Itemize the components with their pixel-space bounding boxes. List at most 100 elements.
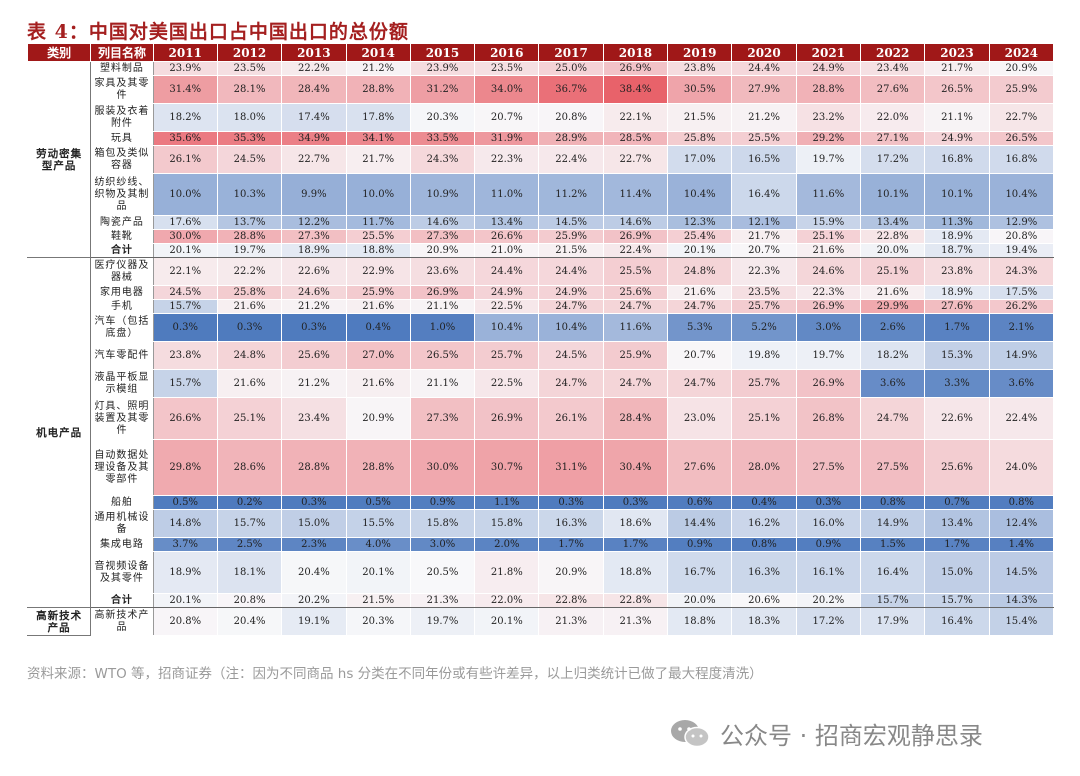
value-cell: 9.9% [281, 173, 347, 216]
value-cell: 24.7% [667, 369, 733, 398]
value-cell: 20.0% [667, 593, 733, 608]
value-cell: 17.6% [152, 215, 218, 230]
value-cell: 27.9% [731, 75, 797, 104]
value-cell: 25.5% [345, 229, 411, 244]
category-cell: 机电产品 [26, 257, 92, 608]
watermark: 公众号 · 招商宏观静思录 [668, 716, 983, 751]
value-cell: 23.2% [795, 103, 862, 132]
value-cell: 24.0% [988, 439, 1055, 496]
value-cell: 0.2% [216, 495, 283, 510]
value-cell: 23.6% [409, 257, 476, 286]
value-cell: 10.4% [988, 173, 1055, 216]
value-cell: 21.5% [538, 243, 604, 258]
value-cell: 25.1% [860, 257, 926, 286]
value-cell: 25.9% [538, 229, 604, 244]
value-cell: 22.0% [474, 593, 540, 608]
value-cell: 15.7% [152, 369, 218, 398]
value-cell: 23.0% [667, 397, 733, 440]
value-cell: 27.0% [345, 341, 411, 370]
value-cell: 24.5% [216, 145, 283, 174]
value-cell: 24.7% [602, 299, 669, 314]
table-row: 手机 15.7% 21.6% 21.2% 21.6% 21.1% 22.5% 24.7% 24.… [28, 299, 1055, 314]
value-cell: 22.7% [281, 145, 347, 174]
value-cell: 21.6% [667, 285, 733, 300]
value-cell: 23.4% [281, 397, 347, 440]
value-cell: 21.3% [538, 607, 604, 636]
value-cell: 24.6% [795, 257, 862, 286]
value-cell: 22.4% [602, 243, 669, 258]
value-cell: 19.8% [731, 341, 797, 370]
value-cell: 14.8% [152, 509, 218, 538]
value-cell: 28.8% [216, 229, 283, 244]
value-cell: 21.5% [667, 103, 733, 132]
header-year-2011: 2011 [152, 43, 218, 62]
value-cell: 28.8% [795, 75, 862, 104]
value-cell: 2.3% [281, 537, 347, 552]
table-row: 鞋靴 30.0% 28.8% 27.3% 25.5% 27.3% 26.6% 25.9% 26.… [28, 229, 1055, 244]
header-year-2024: 2024 [988, 43, 1055, 62]
value-cell: 0.3% [281, 495, 347, 510]
value-cell: 34.0% [474, 75, 540, 104]
value-cell: 1.7% [924, 313, 990, 342]
value-cell: 0.4% [731, 495, 797, 510]
value-cell: 0.4% [345, 313, 411, 342]
value-cell: 21.3% [602, 607, 669, 636]
value-cell: 22.2% [281, 61, 347, 76]
value-cell: 5.2% [731, 313, 797, 342]
value-cell: 23.4% [860, 61, 926, 76]
value-cell: 16.8% [924, 145, 990, 174]
value-cell: 16.4% [731, 173, 797, 216]
item-label: 灯具、照明装置及其零件 [90, 397, 154, 440]
value-cell: 15.7% [924, 593, 990, 608]
value-cell: 25.1% [795, 229, 862, 244]
value-cell: 20.1% [152, 243, 218, 258]
value-cell: 22.8% [602, 593, 669, 608]
value-cell: 25.6% [281, 341, 347, 370]
value-cell: 20.9% [345, 397, 411, 440]
value-cell: 19.1% [281, 607, 347, 636]
value-cell: 14.3% [988, 593, 1055, 608]
value-cell: 16.1% [795, 551, 862, 594]
value-cell: 10.9% [409, 173, 476, 216]
value-cell: 0.7% [924, 495, 990, 510]
value-cell: 0.8% [988, 495, 1055, 510]
value-cell: 1.7% [924, 537, 990, 552]
value-cell: 10.0% [345, 173, 411, 216]
value-cell: 18.0% [216, 103, 283, 132]
value-cell: 0.5% [345, 495, 411, 510]
value-cell: 20.7% [731, 243, 797, 258]
value-cell: 21.7% [924, 61, 990, 76]
value-cell: 19.4% [988, 243, 1055, 258]
table-row: 汽车（包括底盘） 0.3% 0.3% 0.3% 0.4% 1.0% 10.4% 10.4% 11… [28, 313, 1055, 342]
value-cell: 20.7% [474, 103, 540, 132]
value-cell: 19.7% [216, 243, 283, 258]
value-cell: 26.6% [152, 397, 218, 440]
table-body: 劳动密集型产品 塑料制品 23.9% 23.5% 22.2% 21.2% 23.9% 23.5… [26, 61, 1055, 636]
value-cell: 21.6% [795, 243, 862, 258]
value-cell: 29.8% [152, 439, 218, 496]
value-cell: 24.7% [602, 369, 669, 398]
value-cell: 20.1% [152, 593, 218, 608]
value-cell: 26.8% [795, 397, 862, 440]
table-row: 家具及其零件 31.4% 28.1% 28.4% 28.8% 31.2% 34.0% 36.7… [28, 75, 1055, 104]
item-label: 鞋靴 [90, 229, 154, 244]
value-cell: 14.4% [667, 509, 733, 538]
item-label: 自动数据处理设备及其零部件 [90, 439, 154, 496]
value-cell: 31.4% [152, 75, 218, 104]
item-label: 服装及衣着附件 [90, 103, 154, 132]
item-label: 纺织纱线、织物及其制品 [90, 173, 154, 216]
value-cell: 22.8% [860, 229, 926, 244]
value-cell: 15.4% [988, 607, 1055, 636]
value-cell: 16.2% [731, 509, 797, 538]
value-cell: 0.3% [152, 313, 218, 342]
value-cell: 21.6% [216, 369, 283, 398]
value-cell: 0.5% [152, 495, 218, 510]
value-cell: 26.9% [474, 397, 540, 440]
value-cell: 20.8% [216, 593, 283, 608]
value-cell: 12.3% [667, 215, 733, 230]
value-cell: 19.7% [409, 607, 476, 636]
header-year-2017: 2017 [538, 43, 604, 62]
value-cell: 2.6% [860, 313, 926, 342]
value-cell: 16.4% [860, 551, 926, 594]
value-cell: 21.3% [409, 593, 476, 608]
